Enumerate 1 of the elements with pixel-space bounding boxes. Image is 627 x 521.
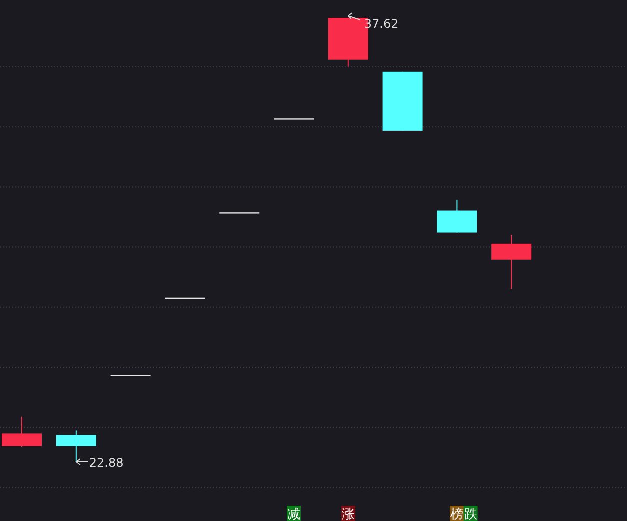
annotation: 22.88	[89, 456, 124, 470]
